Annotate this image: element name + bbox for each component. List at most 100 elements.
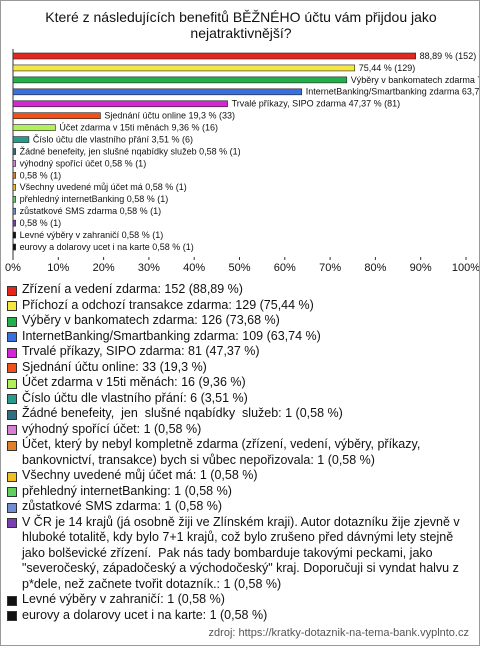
bar	[12, 231, 16, 239]
legend-swatch	[7, 347, 17, 358]
legend-item: eurovy a dolarovy ucet i na karte: 1 (0,…	[7, 608, 475, 624]
x-tick-label: 10%	[47, 262, 69, 274]
bar-label: 0,58 % (1)	[20, 218, 62, 228]
legend-label: Žádné benefeity, jen slušné nqabídky slu…	[22, 406, 343, 420]
bar	[12, 112, 101, 120]
legend-label: Účet, který by nebyl kompletně zdarma (z…	[22, 437, 424, 467]
legend-swatch	[7, 611, 17, 621]
legend-swatch	[7, 332, 17, 342]
bar-label: Trvalé příkazy, SIPO zdarma 47,37 % (81)	[232, 99, 401, 109]
bar	[12, 184, 16, 191]
bar	[12, 136, 30, 143]
bar	[12, 64, 356, 72]
bar	[12, 207, 16, 215]
bar	[12, 52, 416, 60]
source: zdroj: https://kratky-dotaznik-na-tema-b…	[208, 627, 469, 639]
legend-label: eurovy a dolarovy ucet i na karte: 1 (0,…	[22, 607, 268, 622]
legend-label: Zřízení a vedení zdarma: 152 (88,89 %)	[22, 282, 243, 296]
legend-swatch	[7, 425, 17, 435]
legend-item: Výběry v bankomatech zdarma: 126 (73,68 …	[7, 313, 475, 329]
bar-label: 75,44 % (129)	[359, 63, 416, 73]
legend-label: Výběry v bankomatech zdarma: 126 (73,68 …	[22, 313, 280, 327]
bar-label: 88,89 % (152)	[420, 51, 477, 61]
legend-swatch	[7, 518, 17, 528]
chart-title: Které z následujících benefitů BĚŽNÉHO ú…	[45, 9, 437, 41]
legend-swatch	[7, 487, 17, 497]
legend-item: Žádné benefeity, jen slušné nqabídky slu…	[7, 406, 475, 422]
bar-label: Všechny uvedené můj účet má 0,58 % (1)	[20, 182, 187, 192]
x-tick-label: 50%	[228, 262, 250, 274]
legend-item: Všechny uvedené můj účet má: 1 (0,58 %)	[7, 468, 475, 484]
bar	[12, 76, 348, 84]
legend-label: přehledný internetBanking: 1 (0,58 %)	[22, 483, 232, 498]
legend-swatch	[7, 409, 17, 420]
legend-item: Sjednání účtu online: 33 (19,3 %)	[7, 360, 475, 376]
legend-item: Trvalé příkazy, SIPO zdarma: 81 (47,37 %…	[7, 344, 475, 360]
legend-swatch	[7, 595, 17, 606]
legend-label: Trvalé příkazy, SIPO zdarma: 81 (47,37 %…	[22, 344, 260, 358]
bar-label: přehledný internetBanking 0,58 % (1)	[20, 194, 169, 204]
bar	[12, 195, 16, 203]
bar-label: Účet zdarma v 15ti měnách 9,36 % (16)	[59, 123, 218, 133]
x-tick-label: 80%	[364, 262, 386, 274]
bar	[12, 160, 16, 167]
legend-item: výhodný spořící účet: 1 (0,58 %)	[7, 422, 475, 438]
legend-label: zůstatkové SMS zdarma: 1 (0,58 %)	[22, 499, 223, 513]
legend-label: Všechny uvedené můj účet má: 1 (0,58 %)	[22, 468, 258, 482]
legend-item: InternetBanking/Smartbanking zdarma: 109…	[7, 329, 475, 345]
legend-item: Účet zdarma v 15ti měnách: 16 (9,36 %)	[7, 375, 475, 391]
plot: 0% 10% 20% 30% 40% 50% 60% 70% 80% 90% 100% 88,89 %…	[5, 49, 479, 274]
legend-item: přehledný internetBanking: 1 (0,58 %)	[7, 484, 475, 500]
legend-item: V ČR je 14 krajů (já osobně žiji ve Zlín…	[7, 515, 475, 593]
bar	[12, 100, 228, 108]
bar-label: Sjednání účtu online 19,3 % (33)	[104, 111, 235, 121]
bar	[12, 243, 16, 251]
legend-label: Číslo účtu dle vlastního přání: 6 (3,51 …	[22, 390, 248, 405]
bar	[12, 148, 16, 155]
x-tick-label: 70%	[319, 262, 341, 274]
x-tick-label: 100%	[452, 262, 479, 274]
legend-item: Levné výběry v zahraničí: 1 (0,58 %)	[7, 592, 475, 608]
legend-swatch	[7, 285, 17, 296]
legend-label: Příchozí a odchozí transakce zdarma: 129…	[22, 297, 314, 312]
legend-item: zůstatkové SMS zdarma: 1 (0,58 %)	[7, 499, 475, 515]
legend-swatch	[7, 363, 17, 373]
bar-label: zůstatkové SMS zdarma 0,58 % (1)	[20, 206, 162, 216]
legend-item: Účet, který by nebyl kompletně zdarma (z…	[7, 437, 475, 468]
legend-item: Číslo účtu dle vlastního přání: 6 (3,51 …	[7, 391, 475, 407]
bar	[12, 124, 56, 131]
x-tick-label: 60%	[274, 262, 296, 274]
legend-swatch	[7, 394, 17, 404]
bar-label: Levné výběry v zahraničí 0,58 % (1)	[20, 230, 164, 240]
legend-item: Zřízení a vedení zdarma: 152 (88,89 %)	[7, 282, 475, 298]
x-tick-label: 20%	[93, 262, 115, 274]
legend-label: výhodný spořící účet: 1 (0,58 %)	[22, 421, 202, 436]
legend-label: Účet zdarma v 15ti měnách: 16 (9,36 %)	[22, 375, 246, 389]
legend: Zřízení a vedení zdarma: 152 (88,89 %) Př…	[7, 282, 475, 623]
legend-label: Sjednání účtu online: 33 (19,3 %)	[22, 359, 207, 374]
legend-swatch	[7, 301, 17, 311]
legend-swatch	[7, 471, 17, 482]
bar	[12, 219, 16, 227]
legend-swatch	[7, 378, 17, 389]
legend-swatch	[7, 316, 17, 327]
bar-label: Výběry v bankomatech zdarma 73,68 % (126…	[351, 75, 479, 85]
bar	[12, 172, 16, 179]
legend-label: InternetBanking/Smartbanking zdarma: 109…	[22, 328, 321, 343]
legend-item: Příchozí a odchozí transakce zdarma: 129…	[7, 298, 475, 314]
bar-label: výhodný spořící účet 0,58 % (1)	[20, 158, 147, 168]
bar-label: Číslo účtu dle vlastního přání 3,51 % (6…	[33, 134, 193, 144]
bar-label: Žádné benefeity, jen slušné nqabídky slu…	[20, 146, 241, 156]
bar-label: eurovy a dolarovy ucet i na karte 0,58 %…	[20, 242, 194, 252]
legend-label: V ČR je 14 krajů (já osobně žiji ve Zlín…	[22, 514, 464, 591]
x-tick-label: 30%	[138, 262, 160, 274]
bar-label: InternetBanking/Smartbanking zdarma 63,7…	[306, 87, 479, 97]
legend-label: Levné výběry v zahraničí: 1 (0,58 %)	[22, 592, 225, 606]
bar	[12, 88, 303, 96]
bar-label: 0,58 % (1)	[20, 170, 62, 180]
x-tick-label: 40%	[183, 262, 205, 274]
legend-swatch	[7, 440, 17, 451]
x-tick-label: 90%	[410, 262, 432, 274]
x-tick-label: 0%	[5, 262, 21, 274]
